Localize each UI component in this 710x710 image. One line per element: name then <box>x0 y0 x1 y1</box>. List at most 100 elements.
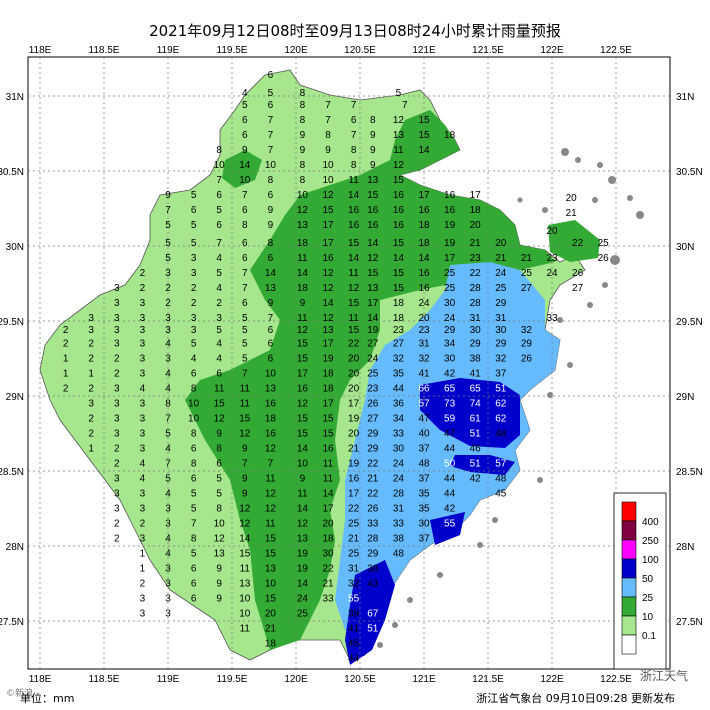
rainfall-value: 32 <box>393 354 405 365</box>
rainfall-value: 17 <box>418 190 430 201</box>
rainfall-value: 24 <box>418 298 430 309</box>
lon-tick-label-bottom: 119.5E <box>217 674 248 685</box>
rainfall-value: 18 <box>322 384 334 395</box>
lon-tick-label-bottom: 120E <box>284 674 308 685</box>
rainfall-value: 21 <box>322 579 334 590</box>
rainfall-value: 2 <box>114 534 120 545</box>
rainfall-value: 25 <box>521 268 533 279</box>
rainfall-value: 51 <box>367 624 379 635</box>
rainfall-value: 3 <box>114 339 120 350</box>
rainfall-value: 14 <box>297 444 309 455</box>
rainfall-value: 74 <box>470 399 482 410</box>
rainfall-value: 7 <box>216 238 222 249</box>
rainfall-value: 3 <box>114 474 120 485</box>
rainfall-value: 3 <box>191 268 197 279</box>
lat-tick-label-left: 30.5N <box>0 167 24 178</box>
rainfall-value: 4 <box>140 384 146 395</box>
rainfall-value: 37 <box>418 444 430 455</box>
rainfall-value: 11 <box>348 268 359 279</box>
rainfall-value: 30 <box>444 354 456 365</box>
lat-tick-label-left: 27.5N <box>0 617 24 628</box>
rainfall-value: 19 <box>322 354 334 365</box>
rainfall-value: 1 <box>140 549 146 560</box>
rainfall-value: 8 <box>351 145 357 156</box>
rainfall-value: 7 <box>268 130 274 141</box>
rainfall-value: 9 <box>370 145 376 156</box>
rainfall-value: 23 <box>546 253 558 264</box>
rainfall-value: 18 <box>418 220 430 231</box>
lon-tick-label-bottom: 118.5E <box>89 674 120 685</box>
rainfall-value: 61 <box>470 414 482 425</box>
rainfall-value: 7 <box>325 100 331 111</box>
rainfall-value: 3 <box>114 399 120 410</box>
rainfall-value: 6 <box>216 220 222 231</box>
rainfall-value: 6 <box>268 253 274 264</box>
rainfall-value: 21 <box>470 238 482 249</box>
rainfall-value: 32 <box>495 354 507 365</box>
lon-tick-label-top: 118E <box>29 45 52 56</box>
rainfall-value: 10 <box>297 190 309 201</box>
rainfall-value: 25 <box>348 549 360 560</box>
rainfall-value: 15 <box>393 175 405 186</box>
rainfall-value: 9 <box>300 474 306 485</box>
rainfall-value: 21 <box>348 444 360 455</box>
rainfall-value: 9 <box>216 429 222 440</box>
rainfall-value: 32 <box>418 354 430 365</box>
rainfall-value: 16 <box>265 429 277 440</box>
rainfall-value: 2 <box>114 444 120 455</box>
rainfall-value: 3 <box>114 384 120 395</box>
rainfall-value: 9 <box>242 489 248 500</box>
rainfall-value: 16 <box>367 220 379 231</box>
rainfall-value: 8 <box>191 459 197 470</box>
rainfall-value: 20 <box>348 354 360 365</box>
rainfall-value: 21 <box>348 534 360 545</box>
rainfall-value: 7 <box>191 519 197 530</box>
rainfall-value: 27 <box>521 283 533 294</box>
rainfall-value: 3 <box>191 325 197 336</box>
lat-tick-label-right: 30N <box>676 242 694 253</box>
lon-tick-label-top: 119E <box>157 45 180 56</box>
rainfall-value: 1 <box>88 369 94 380</box>
rainfall-value: 73 <box>444 399 456 410</box>
rainfall-value: 5 <box>216 268 222 279</box>
rainfall-value: 30 <box>418 519 430 530</box>
lon-tick-label-bottom: 118E <box>29 674 52 685</box>
axis-ticks: 118E 118E 118.5E 118.5E 119E 119E 119.5E 119.5E… <box>0 45 703 685</box>
rainfall-value: 18 <box>393 313 405 324</box>
rainfall-value: 50 <box>444 459 456 470</box>
rainfall-value: 12 <box>214 414 226 425</box>
rainfall-value: 7 <box>268 115 274 126</box>
rainfall-value: 9 <box>242 474 248 485</box>
rainfall-value: 2 <box>88 414 94 425</box>
rainfall-value: 3 <box>140 609 146 620</box>
rainfall-value: 3 <box>140 339 146 350</box>
rainfall-value: 3 <box>165 519 171 530</box>
rainfall-value: 13 <box>322 325 334 336</box>
rainfall-value: 11 <box>240 399 251 410</box>
rainfall-value: 6 <box>191 444 197 455</box>
rainfall-value: 65 <box>470 384 482 395</box>
region-50-100mm-north <box>420 378 520 448</box>
rainfall-value: 16 <box>418 268 430 279</box>
rainfall-value: 12 <box>322 313 334 324</box>
rainfall-value: 5 <box>216 325 222 336</box>
rainfall-value: 26 <box>521 354 533 365</box>
lon-tick-label-top: 121E <box>412 45 436 56</box>
rainfall-value: 15 <box>348 238 360 249</box>
rainfall-value: 17 <box>322 504 334 515</box>
rainfall-value: 14 <box>418 145 430 156</box>
rainfall-value: 20 <box>322 519 334 530</box>
rainfall-value: 11 <box>265 519 276 530</box>
rainfall-value: 26 <box>367 504 379 515</box>
lon-tick-label-bottom: 120.5E <box>344 674 376 685</box>
rainfall-value: 12 <box>348 283 360 294</box>
rainfall-value: 24 <box>546 268 558 279</box>
rainfall-value: 3 <box>165 325 171 336</box>
rainfall-value: 30 <box>444 298 456 309</box>
rainfall-value: 4 <box>216 354 222 365</box>
rainfall-value: 5 <box>191 220 197 231</box>
rainfall-value: 62 <box>495 399 507 410</box>
rainfall-value: 29 <box>495 339 507 350</box>
rainfall-value: 7 <box>351 100 357 111</box>
rainfall-value: 25 <box>495 283 507 294</box>
